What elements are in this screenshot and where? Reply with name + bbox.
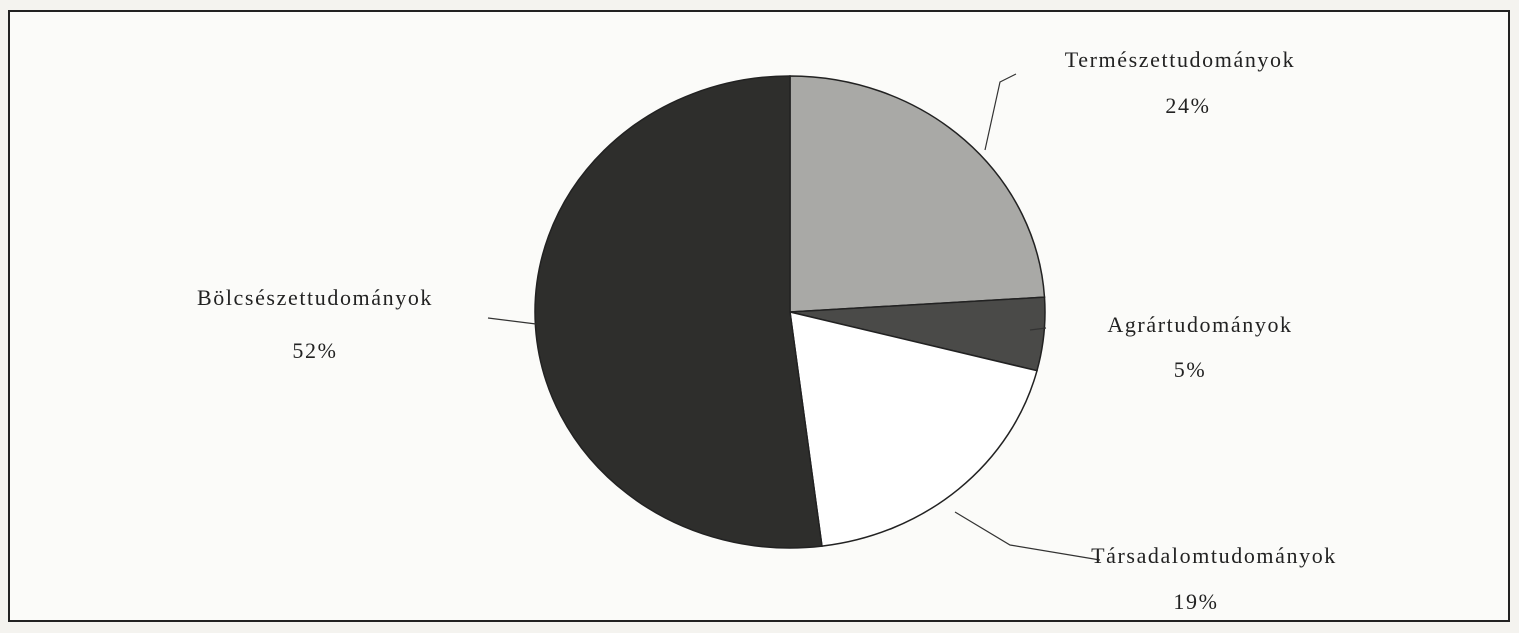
- slice-value-label: 52%: [292, 338, 337, 363]
- leader-line: [954, 511, 1101, 561]
- leader-line: [487, 317, 537, 325]
- slice-value-label: 5%: [1174, 357, 1207, 382]
- leader-line: [1029, 327, 1047, 331]
- slice-label: Agrártudományok: [1107, 312, 1292, 337]
- slice-label: Bölcsészettudományok: [197, 285, 433, 310]
- pie-slice: [534, 75, 823, 549]
- slice-value-label: 24%: [1165, 93, 1210, 118]
- slice-value-label: 19%: [1173, 589, 1218, 614]
- slice-label: Természettudományok: [1065, 47, 1295, 72]
- pie-slice: [789, 311, 1038, 547]
- leader-line: [984, 73, 1017, 151]
- slice-label: Társadalomtudományok: [1091, 543, 1337, 568]
- pie-slice: [789, 75, 1046, 313]
